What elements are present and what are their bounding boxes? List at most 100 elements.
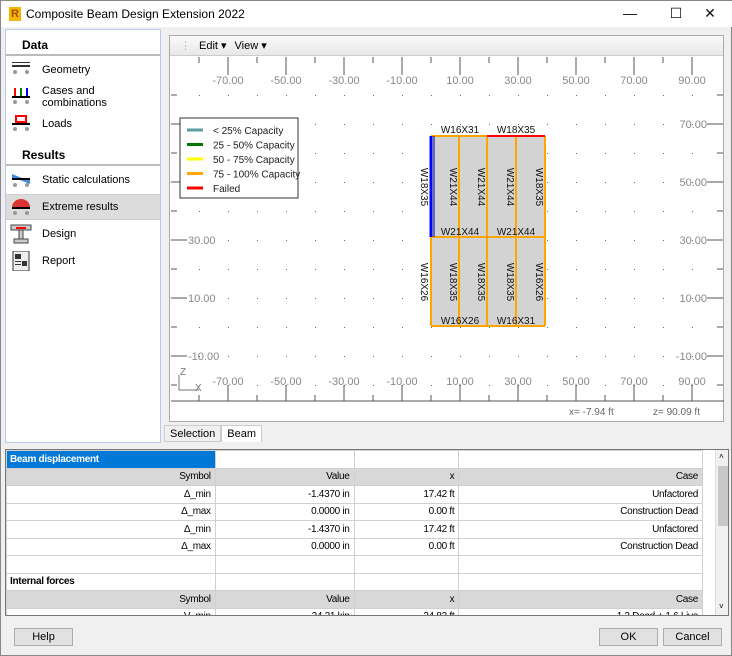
sidebar-item-cases-and-combinations[interactable]: Cases and combinations [6, 84, 160, 110]
grid-dot [402, 124, 403, 125]
grid-dot [199, 269, 200, 270]
grid-dot [489, 356, 490, 357]
section-row[interactable]: Beam displacement [6, 450, 703, 469]
grid-dot [576, 211, 577, 212]
grid-dot [344, 327, 345, 328]
sidebar-item-design[interactable]: Design [6, 221, 160, 247]
grid-dot [576, 356, 577, 357]
grid-dot [576, 124, 577, 125]
grid-dot [228, 327, 229, 328]
edit-menu[interactable]: Edit ▾ [199, 40, 227, 52]
grid-dot [257, 211, 258, 212]
y-tick-label-right: -10.00 [676, 351, 707, 363]
grid-dot [489, 124, 490, 125]
vertical-scrollbar[interactable]: ˄ ˅ [715, 450, 728, 615]
grid-dot [547, 298, 548, 299]
floor-plan-canvas[interactable]: -70.00 -70.00 -50.00 -50.00 -30.00 -30.00 -10.… [171, 57, 724, 422]
grid-dot [286, 298, 287, 299]
scroll-down-icon[interactable]: ˅ [719, 602, 724, 611]
view-toolbar: ⋮ Edit ▾ View ▾ [170, 36, 723, 56]
geometry-icon [10, 60, 32, 80]
beam-label: W16X26 [418, 263, 429, 302]
table-row[interactable]: Δ_min -1.4370 in 17.42 ft Unfactored [6, 520, 703, 539]
beam-label: W16X26 [533, 263, 544, 302]
grid-dot [547, 153, 548, 154]
static-icon [10, 170, 32, 190]
legend-label: < 25% Capacity [213, 126, 283, 137]
grid-dot [344, 95, 345, 96]
grid-dot [518, 124, 519, 125]
sidebar-item-label: Extreme results [42, 201, 119, 213]
beam-label: W21X44 [497, 227, 536, 238]
grid-dot [199, 240, 200, 241]
scroll-up-icon[interactable]: ˄ [719, 452, 724, 461]
table-cell: 0.0000 in [214, 502, 355, 521]
tab-beam[interactable]: Beam [221, 425, 263, 442]
grid-dot [576, 240, 577, 241]
grid-dot [692, 182, 693, 183]
sidebar-item-extreme-results[interactable]: Extreme results [6, 194, 160, 220]
grid-dot [402, 211, 403, 212]
beam-label: W16X26 [441, 316, 480, 327]
scrollbar-thumb[interactable] [718, 466, 728, 526]
table-cell: 17.42 ft [353, 520, 460, 539]
results-grid: Beam displacement Symbol Value x Case Δ_min -1… [5, 449, 729, 616]
section-row[interactable]: Internal forces [6, 572, 703, 591]
table-row[interactable]: Δ_min -1.4370 in 17.42 ft Unfactored [6, 485, 703, 504]
header-row: Symbol Value x Case [6, 467, 703, 486]
x-tick-label-bottom: 70.00 [620, 376, 648, 388]
grid-dot [315, 95, 316, 96]
sidebar-item-static-calculations[interactable]: Static calculations [6, 167, 160, 193]
close-button[interactable]: ✕ [704, 5, 716, 21]
grid-dot [257, 356, 258, 357]
section-data-header: Data [6, 30, 160, 56]
grid-dot [605, 327, 606, 328]
maximize-button[interactable]: ☐ [669, 5, 683, 21]
sidebar-item-geometry[interactable]: Geometry [6, 57, 160, 83]
table-row[interactable]: Δ_max 0.0000 in 0.00 ft Construction Dead [6, 502, 703, 521]
section-title[interactable]: Beam displacement [6, 450, 216, 469]
grid-dot [431, 385, 432, 386]
tab-selection[interactable]: Selection [164, 425, 222, 442]
sidebar-item-loads[interactable]: Loads [6, 111, 160, 137]
legend-label: Failed [213, 184, 240, 195]
report-icon [10, 250, 32, 272]
sidebar-item-report[interactable]: Report [6, 248, 160, 274]
grid-dot [344, 298, 345, 299]
grid-dot [373, 153, 374, 154]
grid-dot [605, 211, 606, 212]
grid-dot [431, 356, 432, 357]
grid-dot [634, 356, 635, 357]
header-row: Symbol Value x Case [6, 590, 703, 609]
section-title[interactable]: Internal forces [6, 572, 216, 591]
grid-dot [228, 298, 229, 299]
grid-dot [286, 240, 287, 241]
table-row[interactable]: Δ_max 0.0000 in 0.00 ft Construction Dead [6, 537, 703, 556]
cancel-button[interactable]: Cancel [663, 628, 722, 646]
sidebar-item-label: Geometry [42, 64, 91, 76]
grid-dot [605, 182, 606, 183]
grid-dot [344, 269, 345, 270]
grid-dot [605, 124, 606, 125]
view-menu[interactable]: View ▾ [234, 40, 267, 52]
table-cell: 0.00 ft [353, 537, 460, 556]
x-tick-label-bottom: -30.00 [328, 376, 359, 388]
grid-dot [373, 298, 374, 299]
x-tick-label-top: 30.00 [504, 75, 532, 87]
grid-dot [257, 298, 258, 299]
ok-button[interactable]: OK [599, 628, 658, 646]
x-tick-label-top: 10.00 [446, 75, 474, 87]
grid-dot [576, 182, 577, 183]
grid-dot [692, 95, 693, 96]
table-row[interactable]: V_min-24.21 kip34.83 ft1.2 Dead + 1.6 Li… [6, 607, 703, 615]
grid-dot [634, 298, 635, 299]
minimize-button[interactable]: — [623, 5, 637, 21]
results-table: Beam displacement Symbol Value x Case Δ_min -1… [6, 450, 703, 615]
help-button[interactable]: Help [14, 628, 73, 646]
x-tick-label-bottom: 50.00 [562, 376, 590, 388]
grid-dot [344, 153, 345, 154]
grid-dot [576, 153, 577, 154]
axis-indicator-icon [178, 375, 199, 391]
table-cell: -1.4370 in [214, 520, 355, 539]
grid-dot [605, 95, 606, 96]
